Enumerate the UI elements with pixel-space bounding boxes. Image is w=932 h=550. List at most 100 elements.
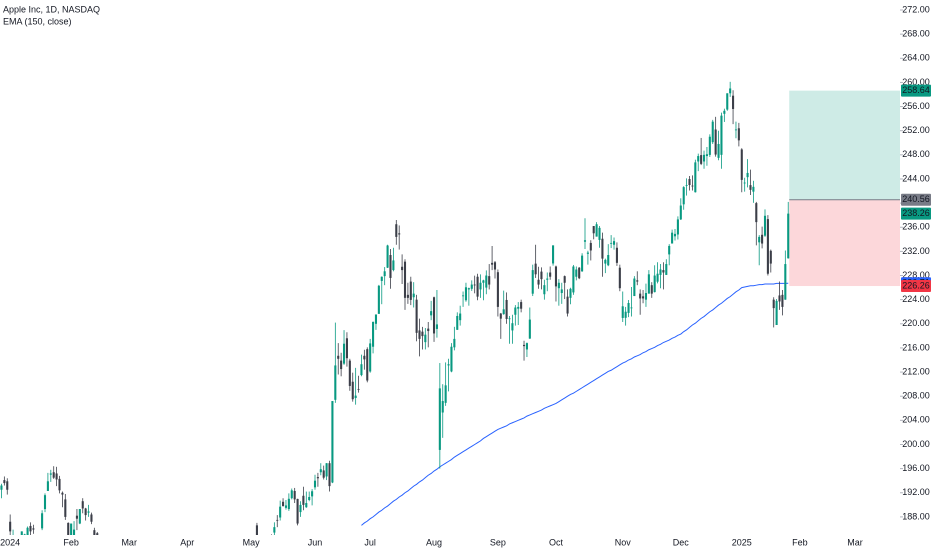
- candle-body: [784, 264, 787, 300]
- indicator-label: EMA (150, close): [3, 16, 72, 26]
- y-tick-label: 232.00: [902, 246, 930, 256]
- candle-body: [636, 280, 639, 282]
- candle-body: [325, 463, 328, 477]
- candle-body: [282, 501, 285, 507]
- y-tick-label: 252.00: [902, 125, 930, 135]
- candle-body: [543, 285, 546, 295]
- price-tag-label: 240.56: [902, 194, 930, 204]
- candle-body: [450, 346, 453, 372]
- candle-body: [308, 496, 311, 501]
- candle-body: [549, 272, 552, 277]
- x-tick-label: Aug: [426, 537, 442, 547]
- candle-body: [78, 509, 81, 524]
- candle-body: [305, 503, 308, 508]
- candle-body: [328, 463, 331, 487]
- candle-body: [322, 470, 325, 478]
- candle-body: [601, 238, 604, 259]
- candle-body: [778, 295, 781, 302]
- candle-body: [491, 262, 494, 265]
- candle-body: [273, 527, 276, 533]
- candle-body: [348, 360, 351, 386]
- candle-body: [265, 548, 267, 549]
- candle-body: [702, 154, 706, 162]
- candle-body: [447, 364, 450, 366]
- candle-body: [755, 203, 758, 223]
- x-tick-label: Mar: [847, 537, 863, 547]
- candle-body: [749, 185, 752, 190]
- candle-body: [668, 245, 671, 255]
- candle-body: [737, 128, 740, 141]
- candle-body: [787, 213, 790, 259]
- y-tick-label: 256.00: [902, 101, 930, 111]
- candle-body: [607, 255, 610, 266]
- candle-body: [64, 499, 67, 517]
- y-tick-label: 236.00: [902, 222, 930, 232]
- candle-body: [604, 259, 607, 264]
- candle-body: [575, 269, 578, 277]
- candle-body: [84, 508, 87, 516]
- y-tick-label: 188.00: [902, 511, 930, 521]
- candle-body: [673, 233, 677, 237]
- candle-body: [32, 528, 35, 530]
- candle-body: [554, 266, 558, 287]
- candle-body: [520, 302, 523, 309]
- candle-body: [299, 504, 302, 513]
- x-tick-label: Feb: [63, 537, 79, 547]
- candle-body: [374, 314, 378, 324]
- candle-body: [316, 477, 319, 479]
- y-tick-label: 248.00: [902, 149, 930, 159]
- candle-body: [502, 309, 505, 315]
- candle-body: [534, 263, 537, 275]
- candle-body: [743, 182, 746, 184]
- y-tick-label: 220.00: [902, 318, 930, 328]
- candle-body: [462, 295, 465, 297]
- candle-body: [270, 536, 272, 547]
- candle-body: [20, 531, 23, 535]
- candle-body: [96, 533, 99, 535]
- candle-body: [262, 544, 264, 550]
- candle-body: [572, 266, 575, 293]
- x-tick-label: 2024: [0, 537, 20, 547]
- candle-body: [758, 236, 761, 243]
- candle-body: [723, 110, 726, 114]
- candle-body: [685, 185, 688, 186]
- price-tag-label: 226.26: [902, 280, 930, 290]
- candle-body: [665, 264, 668, 275]
- price-tag-label: 258.64: [902, 85, 930, 95]
- candle-body: [418, 330, 421, 339]
- candle-body: [610, 242, 613, 244]
- x-tick-label: Dec: [673, 537, 690, 547]
- candle-body: [615, 247, 618, 263]
- candle-body: [618, 267, 621, 289]
- x-tick-label: Apr: [180, 537, 194, 547]
- candle-body: [287, 498, 290, 510]
- candle-body: [456, 315, 459, 330]
- candle-body: [72, 529, 76, 535]
- candle-body: [624, 311, 627, 318]
- candle-body: [488, 276, 491, 285]
- candle-body: [697, 156, 700, 162]
- candle-body: [630, 307, 633, 309]
- y-tick-label: 264.00: [902, 53, 930, 63]
- candle-body: [659, 269, 662, 275]
- candle-body: [293, 490, 296, 500]
- y-tick-label: 204.00: [902, 415, 930, 425]
- candle-body: [473, 284, 476, 286]
- candle-body: [55, 473, 58, 480]
- x-tick-label: Nov: [615, 537, 632, 547]
- chart-title: Apple Inc, 1D, NASDAQ: [3, 4, 100, 14]
- candle-body: [331, 401, 334, 483]
- candle-body: [656, 273, 659, 282]
- y-tick-label: 208.00: [902, 391, 930, 401]
- candle-body: [612, 241, 616, 245]
- x-tick-label: Sep: [490, 537, 506, 547]
- y-tick-label: 272.00: [902, 4, 930, 14]
- candle-body: [302, 495, 305, 505]
- candle-body: [691, 185, 694, 187]
- candle-body: [296, 498, 299, 524]
- candle-body: [93, 530, 96, 535]
- candle-body: [650, 285, 653, 294]
- candle-body: [313, 480, 317, 488]
- candle-body: [386, 245, 389, 268]
- ema-line: [361, 282, 789, 526]
